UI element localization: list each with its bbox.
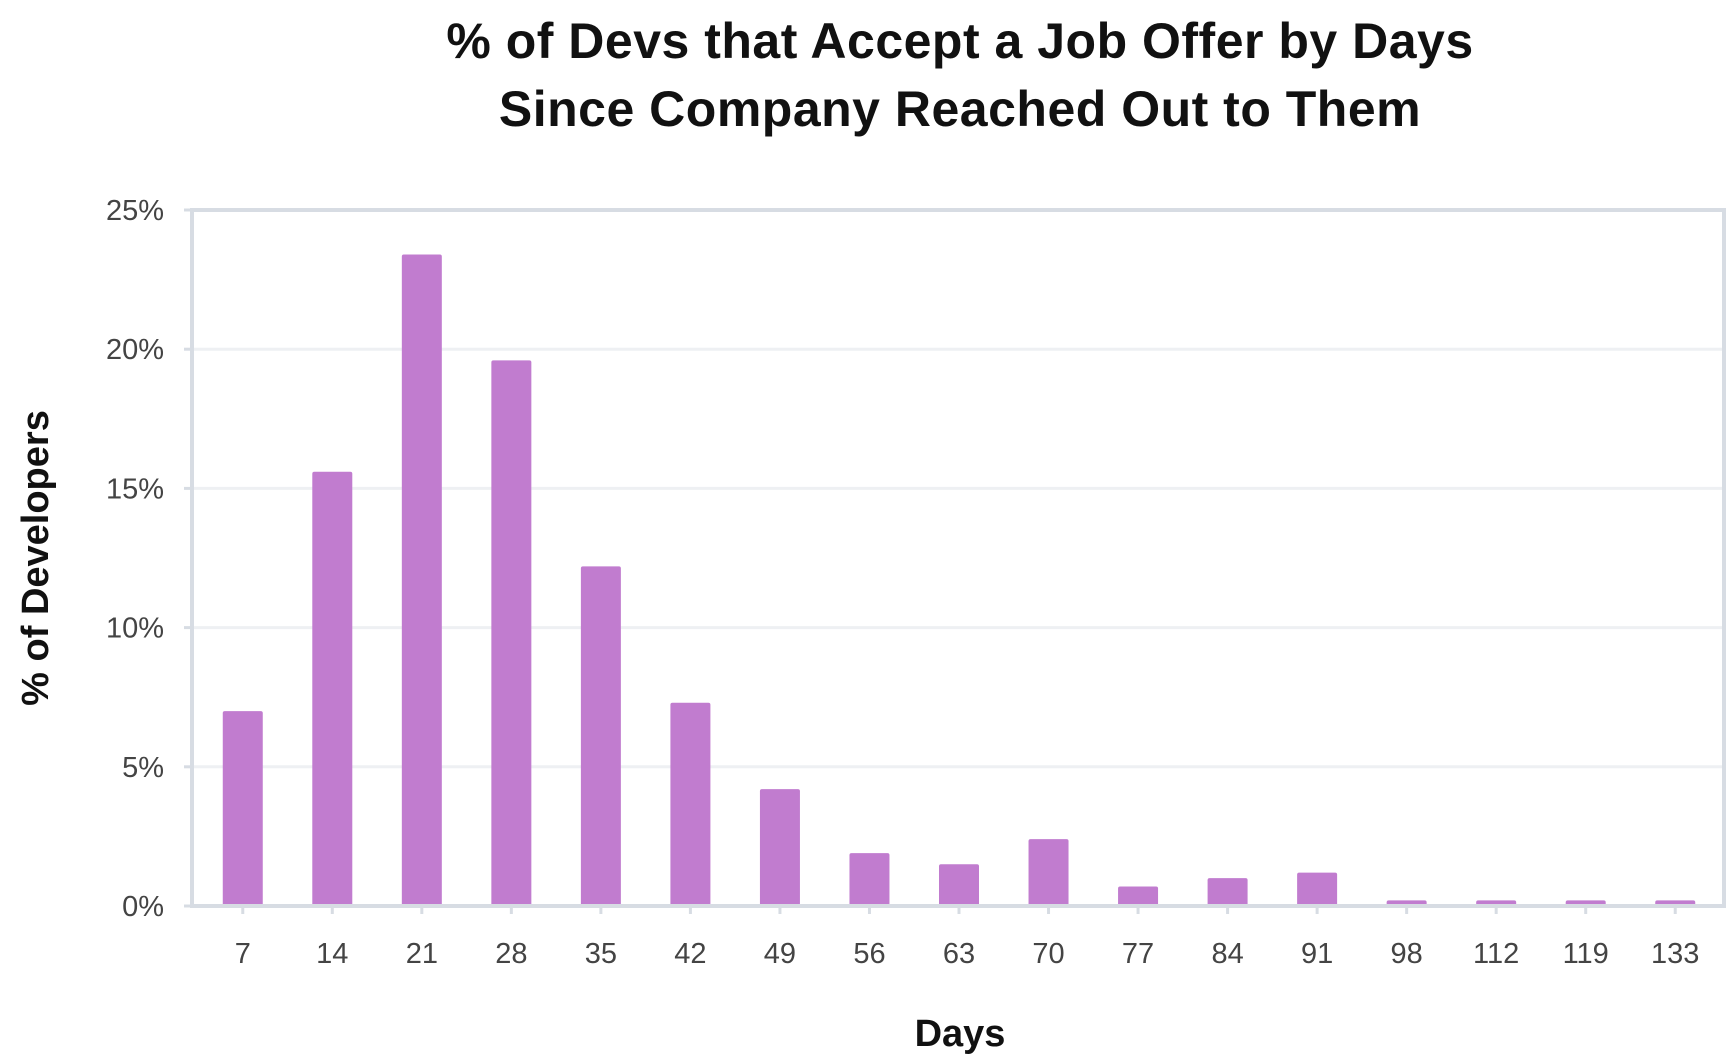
y-tick-label: 25% [106,195,164,227]
bar-day-77 [1118,886,1159,906]
chart-title-line-1: % of Devs that Accept a Job Offer by Day… [446,13,1473,69]
x-tick-label: 63 [943,938,975,970]
x-tick-label: 112 [1473,938,1519,970]
x-tick-label: 91 [1301,938,1333,970]
bar-day-42 [670,702,711,906]
gridlines [192,347,1724,769]
x-tick-label: 77 [1122,938,1154,970]
x-tick-label: 98 [1391,938,1423,970]
x-tick-label: 70 [1032,938,1064,970]
x-tick-label: 42 [674,938,706,970]
chart-title-line-2: Since Company Reached Out to Them [499,81,1421,137]
bar-day-21 [401,254,442,906]
x-tick-label: 133 [1651,938,1699,970]
x-tick-label: 35 [585,938,617,970]
y-tick-label: 20% [106,334,164,366]
x-tick-label: 14 [316,938,348,970]
x-tick-label: 21 [406,938,438,970]
y-tick-label: 0% [122,891,164,923]
x-tick-label: 7 [235,938,251,970]
bar-day-63 [939,864,979,906]
x-tick-label: 28 [495,938,527,970]
y-tick-label: 15% [106,473,164,505]
x-axis-title: Days [915,1013,1006,1055]
bar-day-70 [1028,839,1069,906]
bar-day-49 [759,789,800,906]
y-tick-label: 10% [106,613,164,645]
bar-day-91 [1297,872,1338,906]
bar-day-84 [1207,878,1248,906]
y-tick-label: 5% [122,752,164,784]
bar-day-14 [312,471,353,906]
x-tick-label: 84 [1211,938,1243,970]
bar-day-28 [491,360,532,906]
y-axis-ticks: 0% 5% 10% 15% 20% 25% [106,195,192,923]
x-tick-label: 119 [1563,938,1609,970]
bar-day-56 [849,853,890,906]
y-axis-title: % of Developers [15,410,57,706]
chart-title: % of Devs that Accept a Job Offer by Day… [446,13,1473,137]
x-axis-ticks: 7 14 21 28 35 42 49 56 63 70 77 84 91 98 112 119 133 [235,906,1699,970]
bars [222,254,1696,906]
bar-day-7 [222,711,263,906]
x-tick-label: 49 [764,938,796,970]
bar-day-35 [580,566,621,906]
x-tick-label: 56 [853,938,885,970]
